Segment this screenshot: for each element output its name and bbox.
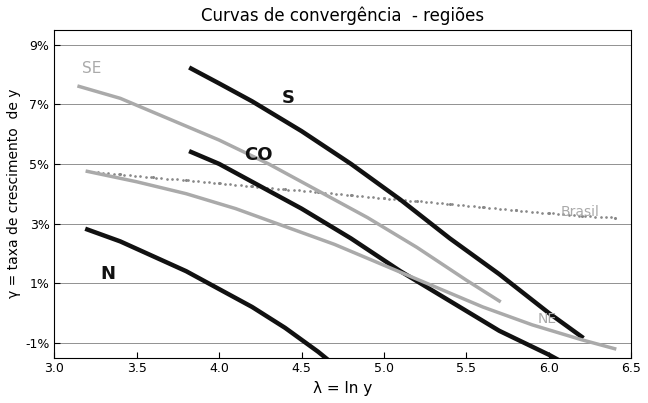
Text: CO: CO: [244, 146, 272, 164]
Text: S: S: [282, 89, 295, 107]
X-axis label: λ = ln y: λ = ln y: [313, 381, 373, 396]
Text: N: N: [100, 265, 115, 283]
Title: Curvas de convergência  - regiões: Curvas de convergência - regiões: [201, 7, 484, 25]
Text: Brasil: Brasil: [561, 205, 599, 218]
Y-axis label: γ = taxa de crescimento  de y: γ = taxa de crescimento de y: [7, 89, 21, 299]
Text: SE: SE: [82, 61, 102, 76]
Text: NE: NE: [537, 312, 557, 326]
